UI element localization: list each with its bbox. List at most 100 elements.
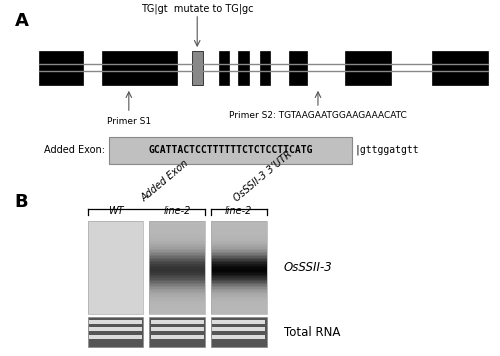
Bar — [88, 293, 144, 295]
Bar — [211, 230, 266, 231]
Bar — [211, 286, 266, 287]
Bar — [88, 298, 144, 300]
Bar — [149, 269, 205, 270]
Bar — [211, 262, 266, 264]
Bar — [149, 279, 205, 281]
Bar — [432, 51, 488, 84]
Bar — [89, 335, 142, 339]
Bar — [211, 301, 266, 303]
Bar — [211, 270, 266, 272]
Bar — [149, 309, 205, 310]
Bar — [88, 262, 144, 264]
Bar — [149, 239, 205, 241]
Bar — [211, 289, 266, 290]
Bar — [211, 264, 266, 266]
Bar — [211, 273, 266, 275]
Bar — [88, 250, 144, 252]
Bar — [88, 221, 144, 314]
Bar — [149, 242, 205, 244]
Text: TG|gt  mutate to TG|gc: TG|gt mutate to TG|gc — [141, 3, 254, 14]
Text: |gttggatgtt: |gttggatgtt — [354, 145, 419, 156]
Bar — [211, 300, 266, 301]
Bar — [149, 244, 205, 245]
Bar — [149, 260, 205, 261]
Bar — [211, 261, 266, 262]
Bar — [150, 320, 204, 324]
Bar — [149, 272, 205, 273]
Bar — [149, 264, 205, 266]
Bar — [211, 295, 266, 297]
Bar — [211, 224, 266, 225]
Bar — [88, 284, 144, 286]
Bar — [88, 303, 144, 304]
Bar — [149, 266, 205, 267]
Bar — [149, 225, 205, 227]
Bar — [211, 279, 266, 281]
Bar — [212, 320, 265, 324]
Bar — [88, 278, 144, 279]
Bar — [88, 238, 144, 239]
Bar — [88, 241, 144, 242]
Bar — [149, 250, 205, 252]
Bar — [211, 269, 266, 270]
Bar — [88, 310, 144, 312]
Bar — [88, 269, 144, 270]
Bar — [88, 283, 144, 284]
Bar — [211, 298, 266, 300]
Bar — [88, 227, 144, 229]
Bar — [149, 308, 205, 309]
Bar — [149, 231, 205, 233]
Bar — [149, 221, 205, 222]
Bar — [88, 297, 144, 298]
Bar — [150, 335, 204, 339]
Bar — [149, 290, 205, 292]
Bar — [149, 278, 205, 279]
Bar — [149, 310, 205, 312]
Bar — [211, 290, 266, 292]
Bar — [211, 276, 266, 278]
Bar — [88, 266, 144, 267]
Bar — [149, 304, 205, 306]
Bar — [149, 300, 205, 301]
Bar — [149, 306, 205, 308]
Bar — [149, 293, 205, 295]
Text: B: B — [15, 193, 28, 211]
Bar — [211, 287, 266, 289]
Bar — [211, 231, 266, 233]
Text: OsSSII-3 3’UTR: OsSSII-3 3’UTR — [232, 150, 294, 204]
Bar — [211, 283, 266, 284]
Bar — [211, 278, 266, 279]
Bar — [88, 312, 144, 314]
Bar — [88, 287, 144, 289]
Bar — [88, 239, 144, 241]
Bar — [88, 289, 144, 290]
Bar — [211, 275, 266, 276]
Bar — [88, 264, 144, 266]
Bar — [149, 286, 205, 287]
Bar — [211, 221, 266, 314]
Bar — [149, 229, 205, 230]
Bar — [149, 298, 205, 300]
Bar — [211, 310, 266, 312]
Bar — [211, 252, 266, 253]
Bar — [149, 283, 205, 284]
Bar — [88, 233, 144, 235]
Bar — [149, 227, 205, 229]
Bar — [149, 273, 205, 275]
Bar — [149, 224, 205, 225]
Bar — [150, 328, 204, 331]
Bar — [149, 247, 205, 248]
Bar — [211, 247, 266, 248]
Text: WT: WT — [108, 206, 124, 216]
Bar — [149, 289, 205, 290]
Bar — [88, 224, 144, 225]
Bar — [149, 222, 205, 224]
Bar — [88, 295, 144, 297]
Bar — [211, 293, 266, 295]
Bar — [149, 281, 205, 283]
Bar — [88, 221, 144, 222]
Bar — [39, 51, 83, 84]
Bar — [88, 292, 144, 293]
Bar — [88, 273, 144, 275]
Text: line-2: line-2 — [164, 206, 191, 216]
